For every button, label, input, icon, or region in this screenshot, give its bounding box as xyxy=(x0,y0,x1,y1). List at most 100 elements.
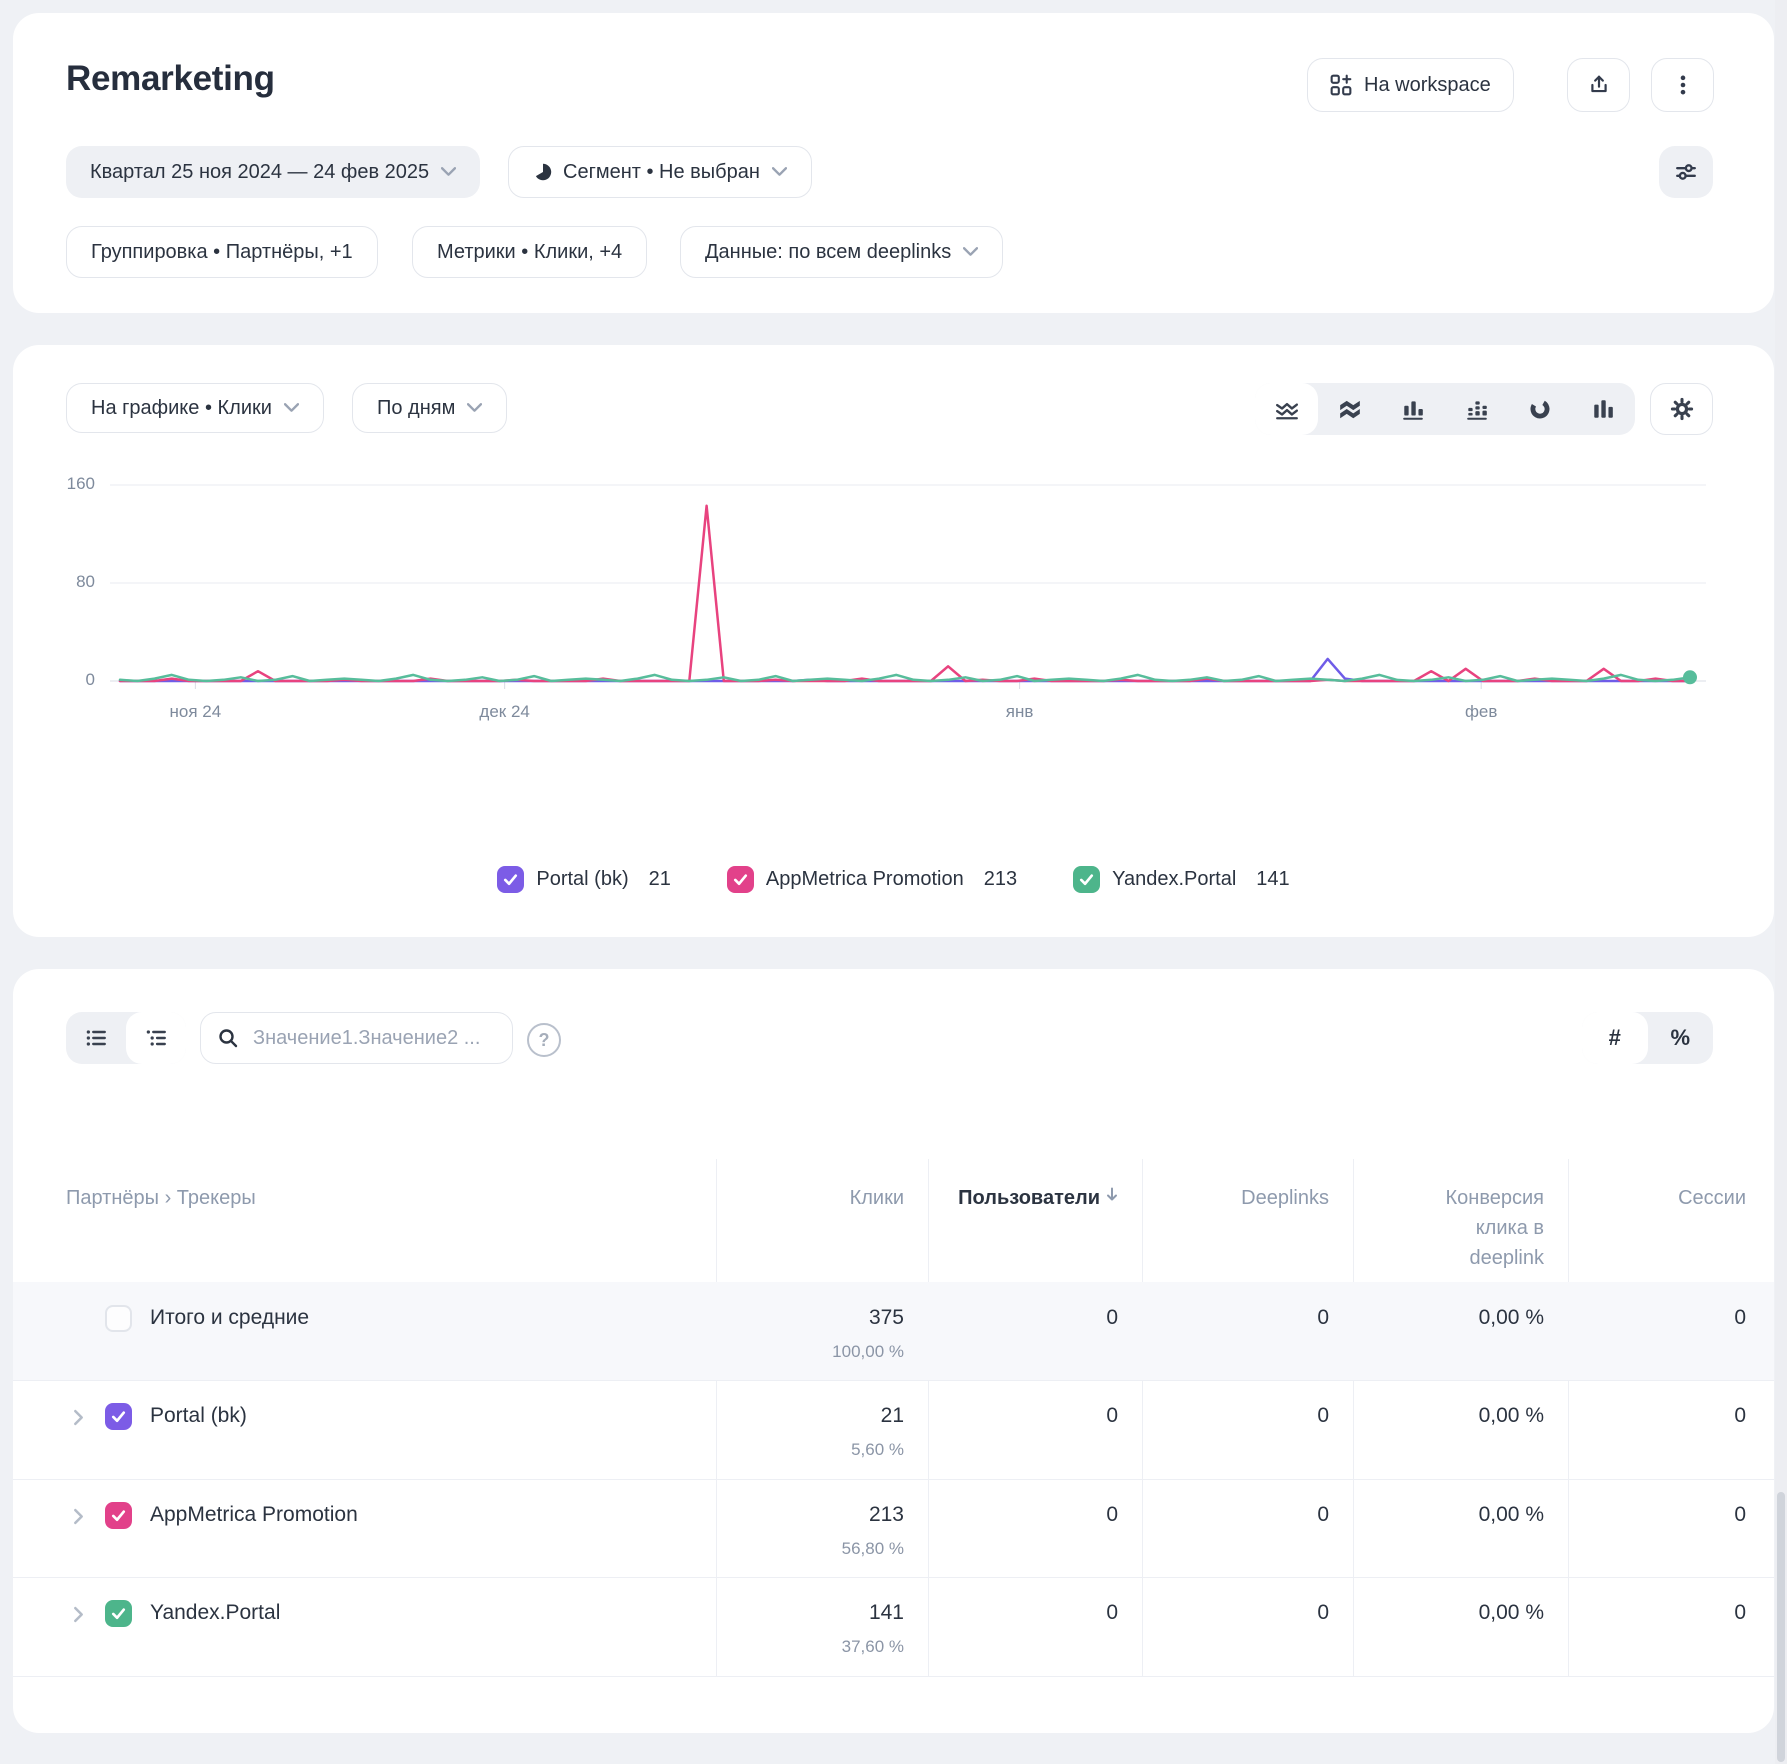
graph-metric-label: На графике • Клики xyxy=(91,396,272,419)
line-chart-icon xyxy=(1275,397,1299,421)
column-separator xyxy=(1568,1159,1569,1676)
value-format-switcher: # % xyxy=(1582,1012,1713,1064)
row-separator xyxy=(13,1380,1774,1381)
tree-list-icon xyxy=(144,1026,168,1050)
row-separator xyxy=(13,1577,1774,1578)
column-header-deeplinks[interactable]: Deeplinks xyxy=(1241,1187,1329,1209)
cell-sessions-value: 0 xyxy=(1734,1404,1746,1427)
absolute-values-button[interactable]: # xyxy=(1582,1012,1648,1064)
row-separator xyxy=(13,1676,1774,1677)
bar-chart-icon xyxy=(1401,397,1425,421)
legend-label: Portal (bk) xyxy=(536,868,629,890)
legend-label: AppMetrica Promotion xyxy=(765,868,964,890)
chart-settings-button[interactable] xyxy=(1650,383,1713,435)
more-menu-button[interactable] xyxy=(1651,58,1714,112)
period-filter-chip[interactable]: Квартал 25 ноя 2024 — 24 фев 2025 xyxy=(66,146,481,198)
column-header-conversion[interactable]: Конверсия клика в deeplink xyxy=(1445,1187,1544,1269)
legend-value: 21 xyxy=(648,868,671,890)
page-scrollbar-thumb[interactable] xyxy=(1777,1492,1785,1762)
chart-type-bars[interactable] xyxy=(1382,383,1445,435)
percent-icon: % xyxy=(1670,1025,1691,1050)
column-header-clicks[interactable]: Клики xyxy=(849,1187,904,1209)
cell-clicks-value: 213 xyxy=(868,1503,904,1526)
sliders-icon xyxy=(1674,160,1698,184)
hash-icon: # xyxy=(1608,1025,1621,1050)
granularity-dropdown[interactable]: По дням xyxy=(352,383,508,433)
row-label[interactable]: AppMetrica Promotion xyxy=(150,1503,358,1526)
segment-filter-chip[interactable]: Сегмент • Не выбран xyxy=(508,146,812,198)
column-separator xyxy=(928,1159,929,1676)
legend-checkbox[interactable] xyxy=(497,866,525,893)
column-header-partners[interactable]: Партнёры › Трекеры xyxy=(66,1187,256,1209)
row-checkbox[interactable] xyxy=(105,1305,132,1332)
cell-clicks-percent: 37,60 % xyxy=(841,1637,904,1656)
legend-value: 213 xyxy=(983,868,1018,890)
flat-list-view-button[interactable] xyxy=(66,1012,126,1064)
percent-values-button[interactable]: % xyxy=(1648,1012,1714,1064)
chart-type-switcher xyxy=(1255,383,1635,435)
svg-text:дек 24: дек 24 xyxy=(479,702,529,721)
chart-type-area[interactable] xyxy=(1318,383,1381,435)
share-button[interactable] xyxy=(1567,58,1630,112)
row-checkbox[interactable] xyxy=(105,1600,132,1627)
cell-clicks-value: 375 xyxy=(868,1306,904,1329)
page-scrollbar-track[interactable] xyxy=(1775,0,1787,1764)
row-expand-chevron-icon[interactable] xyxy=(71,1606,86,1628)
row-label[interactable]: Итого и средние xyxy=(150,1306,310,1329)
legend-checkbox[interactable] xyxy=(726,866,754,893)
pie-chart-icon xyxy=(1528,397,1552,421)
chevron-down-icon xyxy=(963,247,979,257)
cell-clicks-value: 141 xyxy=(868,1601,904,1624)
cell-sessions-value: 0 xyxy=(1734,1601,1746,1624)
legend-item: Yandex.Portal 141 xyxy=(1073,866,1290,893)
workspace-button[interactable]: На workspace xyxy=(1307,58,1514,112)
cell-deeplinks-value: 0 xyxy=(1317,1306,1329,1329)
grouping-filter-chip[interactable]: Группировка • Партнёры, +1 xyxy=(66,226,378,278)
cell-conversion-value: 0,00 % xyxy=(1478,1306,1544,1329)
cell-sessions-value: 0 xyxy=(1734,1503,1746,1526)
cell-conversion-value: 0,00 % xyxy=(1478,1404,1544,1427)
chevron-down-icon xyxy=(771,167,787,177)
column-header-users[interactable]: Пользователи xyxy=(938,1183,1118,1213)
cell-clicks-percent: 56,80 % xyxy=(841,1539,904,1558)
cell-clicks-value: 21 xyxy=(880,1404,904,1427)
grouping-filter-label: Группировка • Партнёры, +1 xyxy=(91,240,353,263)
graph-metric-dropdown[interactable]: На графике • Клики xyxy=(66,383,324,433)
row-checkbox[interactable] xyxy=(105,1502,132,1529)
chart-type-stacked-bars[interactable] xyxy=(1445,383,1508,435)
legend-checkbox[interactable] xyxy=(1073,866,1101,893)
row-label[interactable]: Portal (bk) xyxy=(150,1404,247,1427)
legend-item: AppMetrica Promotion 213 xyxy=(726,866,1018,893)
row-expand-chevron-icon[interactable] xyxy=(71,1508,86,1530)
row-expand-chevron-icon[interactable] xyxy=(71,1409,86,1431)
data-scope-filter-chip[interactable]: Данные: по всем deeplinks xyxy=(680,226,1004,278)
search-input[interactable] xyxy=(251,1025,495,1051)
chevron-down-icon xyxy=(441,167,457,177)
svg-text:янв: янв xyxy=(1006,702,1034,721)
segment-filter-label: Сегмент • Не выбран xyxy=(563,160,760,183)
help-button[interactable]: ? xyxy=(527,1023,561,1057)
chart-type-pie[interactable] xyxy=(1508,383,1571,435)
table-row: Portal (bk) 21 5,60 % 0 0 0,00 % 0 xyxy=(13,1380,1774,1479)
table-search xyxy=(200,1012,513,1064)
cell-clicks-percent: 5,60 % xyxy=(851,1440,904,1459)
svg-text:ноя 24: ноя 24 xyxy=(170,702,222,721)
metrics-filter-chip[interactable]: Метрики • Клики, +4 xyxy=(412,226,648,278)
filter-settings-button[interactable] xyxy=(1659,146,1713,198)
legend-item: Portal (bk) 21 xyxy=(497,866,671,893)
row-checkbox[interactable] xyxy=(105,1403,132,1430)
chart-type-columns[interactable] xyxy=(1572,383,1635,435)
column-header-sessions[interactable]: Сессии xyxy=(1678,1187,1746,1209)
legend-value: 141 xyxy=(1256,868,1290,890)
chart-type-line[interactable] xyxy=(1255,383,1319,435)
segment-pie-icon xyxy=(533,162,553,182)
area-chart-icon xyxy=(1338,397,1362,421)
column-separator xyxy=(1353,1159,1354,1676)
line-chart: ноя 24 дек 24 янв фев xyxy=(110,484,1706,721)
row-label[interactable]: Yandex.Portal xyxy=(150,1601,281,1624)
tree-list-view-button[interactable] xyxy=(126,1012,186,1064)
sort-desc-icon xyxy=(1106,1187,1118,1202)
table-card: ? # % Партнёры › Трекеры Клики Пользоват… xyxy=(13,969,1774,1733)
granularity-label: По дням xyxy=(377,396,456,419)
cell-conversion-value: 0,00 % xyxy=(1478,1503,1544,1526)
